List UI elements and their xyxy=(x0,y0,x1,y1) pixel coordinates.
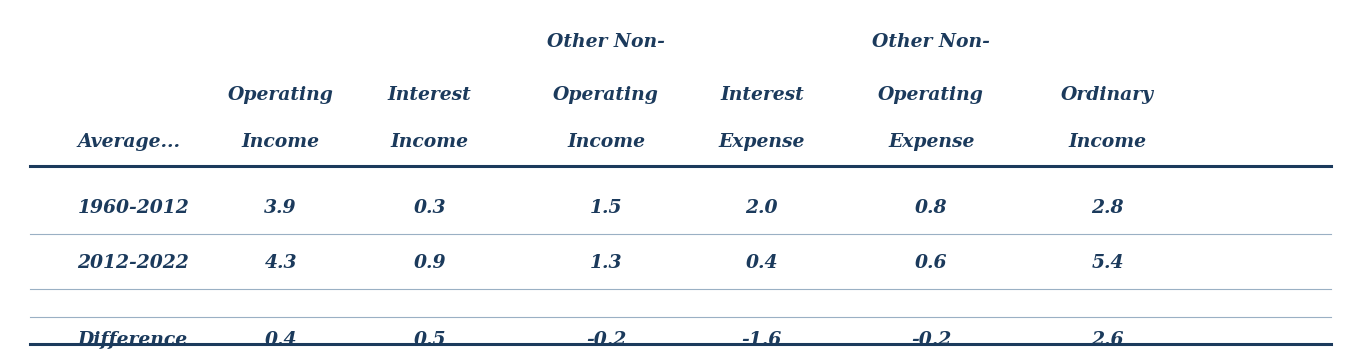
Text: 1960-2012: 1960-2012 xyxy=(78,199,189,217)
Text: Ordinary: Ordinary xyxy=(1062,86,1154,104)
Text: 0.6: 0.6 xyxy=(915,254,947,272)
Text: 0.5: 0.5 xyxy=(414,331,446,349)
Text: 5.4: 5.4 xyxy=(1092,254,1124,272)
Text: 0.4: 0.4 xyxy=(746,254,778,272)
Text: 2.6: 2.6 xyxy=(1092,331,1124,349)
Text: 1.3: 1.3 xyxy=(589,254,622,272)
Text: 0.8: 0.8 xyxy=(915,199,947,217)
Text: Income: Income xyxy=(242,133,320,151)
Text: Expense: Expense xyxy=(889,133,974,151)
Text: Income: Income xyxy=(1068,133,1146,151)
Text: 1.5: 1.5 xyxy=(589,199,622,217)
Text: Other Non-: Other Non- xyxy=(547,33,666,51)
Text: -0.2: -0.2 xyxy=(585,331,626,349)
Text: Operating: Operating xyxy=(553,86,659,104)
Text: 2.0: 2.0 xyxy=(746,199,778,217)
Text: Interest: Interest xyxy=(388,86,472,104)
Text: -1.6: -1.6 xyxy=(742,331,783,349)
Text: Interest: Interest xyxy=(720,86,804,104)
Text: 2012-2022: 2012-2022 xyxy=(78,254,189,272)
Text: Difference: Difference xyxy=(78,331,188,349)
Text: 3.9: 3.9 xyxy=(264,199,297,217)
Text: 0.9: 0.9 xyxy=(414,254,446,272)
Text: Other Non-: Other Non- xyxy=(872,33,991,51)
Text: Income: Income xyxy=(391,133,468,151)
Text: Income: Income xyxy=(568,133,645,151)
Text: 2.8: 2.8 xyxy=(1092,199,1124,217)
Text: 0.3: 0.3 xyxy=(414,199,446,217)
Text: Average...: Average... xyxy=(78,133,180,151)
Text: Expense: Expense xyxy=(719,133,804,151)
Text: -0.2: -0.2 xyxy=(911,331,951,349)
Text: 0.4: 0.4 xyxy=(264,331,297,349)
Text: 4.3: 4.3 xyxy=(264,254,297,272)
Text: Operating: Operating xyxy=(227,86,333,104)
Text: Operating: Operating xyxy=(878,86,984,104)
